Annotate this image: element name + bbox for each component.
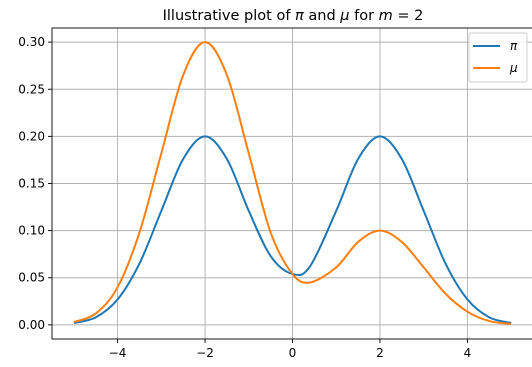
series-line-mu <box>73 41 512 325</box>
y-tick-label: 0.10 <box>18 224 45 238</box>
y-tick-label: 0.05 <box>18 271 45 285</box>
legend-label-mu: μ <box>509 61 518 75</box>
y-tick-label: 0.25 <box>18 82 45 96</box>
y-tick-label: 0.00 <box>18 318 45 332</box>
axis-ticks: −4 −2 0 2 4 0.00 0.05 0.10 0.15 0.20 0.25 0.30 <box>18 35 471 360</box>
chart-title: Illustrative plot of π and μ for m = 2 <box>163 8 424 24</box>
x-tick-label: −2 <box>196 346 214 360</box>
y-tick-label: 0.15 <box>18 177 45 191</box>
y-tick-label: 0.30 <box>18 35 45 49</box>
grid <box>52 28 532 339</box>
x-tick-label: −4 <box>109 346 127 360</box>
x-tick-label: 0 <box>289 346 297 360</box>
legend-label-pi: π <box>510 39 518 53</box>
y-tick-label: 0.20 <box>18 129 45 143</box>
x-tick-label: 4 <box>464 346 472 360</box>
legend-box <box>468 32 528 83</box>
series-lines <box>73 41 512 325</box>
legend: π μ <box>468 32 528 83</box>
x-tick-label: 2 <box>376 346 384 360</box>
